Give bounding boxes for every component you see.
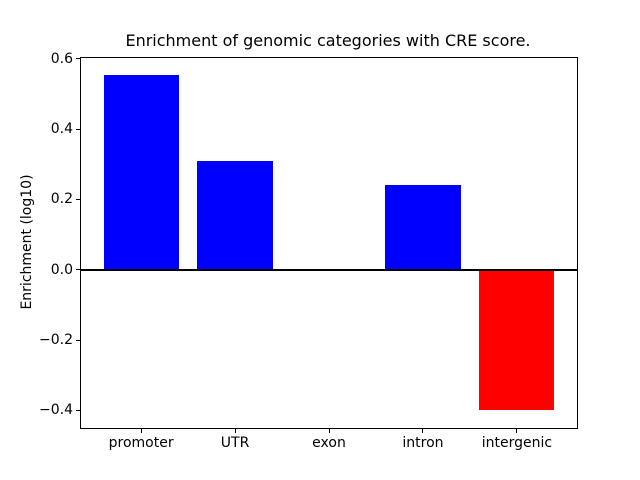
- x-tick: [140, 429, 142, 433]
- plot-area: 0.6 0.4 0.2 0.0 −0.2 −0.4 promoter UTR exon intro…: [39, 51, 578, 451]
- y-tick: [76, 58, 80, 60]
- x-tick-label-intergenic: intergenic: [481, 435, 553, 451]
- x-tick: [422, 429, 424, 433]
- bar-UTR: [197, 160, 273, 270]
- x-tick-label-exon: exon: [312, 435, 346, 451]
- chart-title: Enrichment of genomic categories with CR…: [125, 31, 531, 50]
- x-tick: [516, 429, 518, 433]
- y-tick-label: 0.2: [50, 191, 73, 208]
- zero-line: [81, 268, 577, 271]
- y-tick: [76, 269, 80, 271]
- y-tick-label: 0.4: [50, 121, 73, 138]
- y-tick: [76, 409, 80, 411]
- y-tick-label: 0.0: [50, 261, 73, 278]
- bar-promoter: [103, 74, 179, 270]
- y-tick: [76, 198, 80, 200]
- bar-intron: [385, 185, 461, 270]
- y-tick: [76, 128, 80, 130]
- y-tick-label: 0.6: [50, 50, 73, 67]
- x-tick: [234, 429, 236, 433]
- y-axis-label: Enrichment (log10): [19, 174, 35, 310]
- x-tick-label-intron: intron: [402, 435, 444, 451]
- bar-intergenic: [479, 269, 555, 411]
- y-tick-label: −0.4: [39, 402, 73, 419]
- x-tick: [328, 429, 330, 433]
- y-tick-label: −0.2: [39, 332, 73, 349]
- x-tick-label-promoter: promoter: [108, 435, 174, 451]
- x-tick-label-UTR: UTR: [220, 435, 250, 451]
- y-tick: [76, 339, 80, 341]
